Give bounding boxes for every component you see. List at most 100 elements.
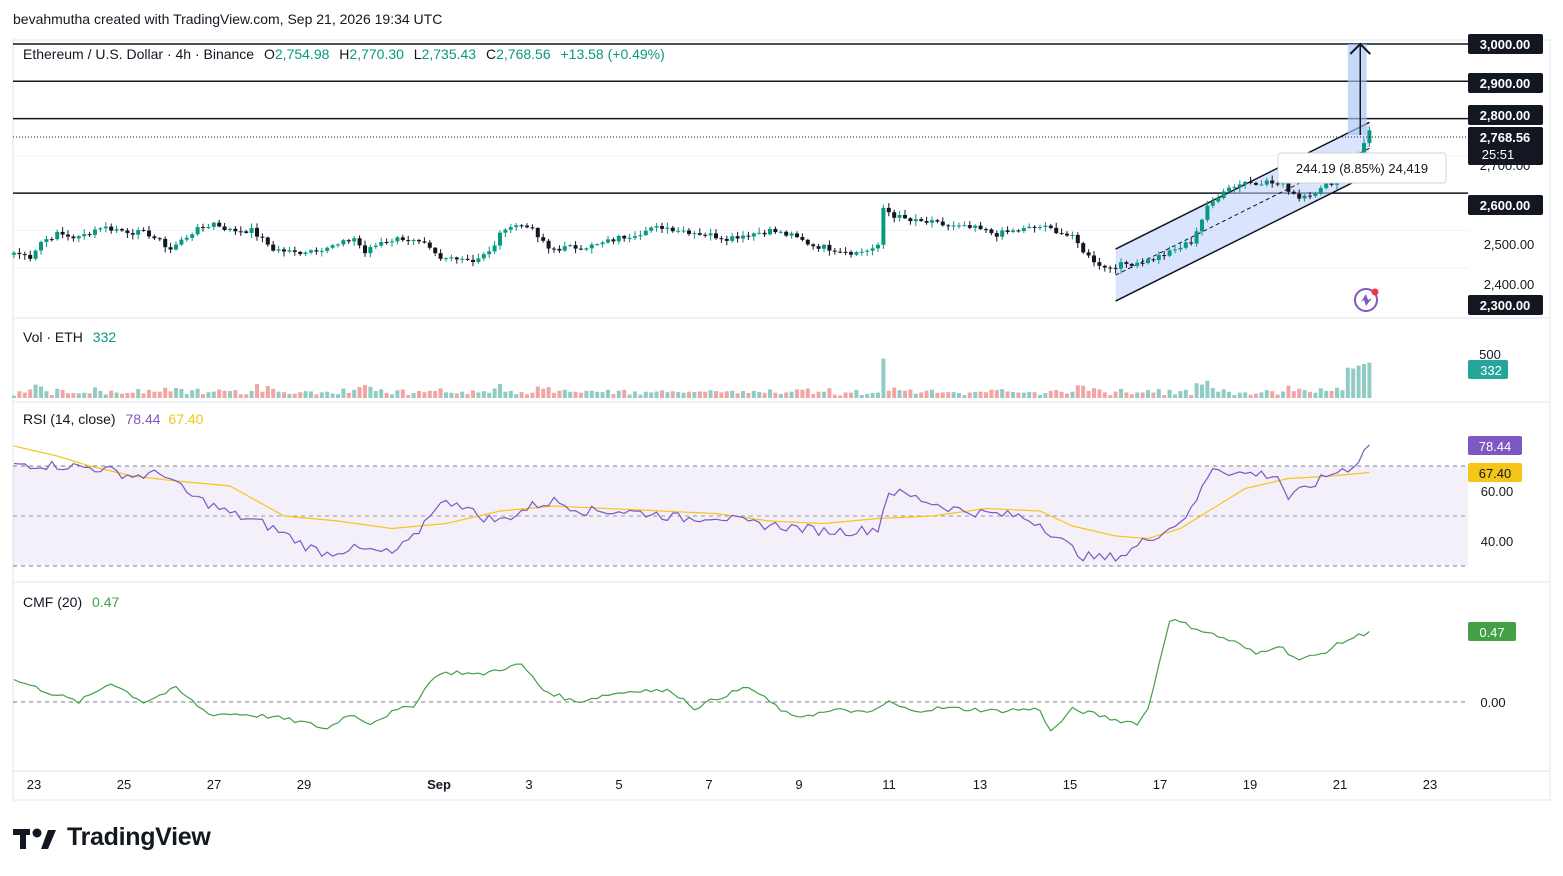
volume-bar xyxy=(1167,389,1172,398)
volume-bar xyxy=(535,386,540,398)
candle-body xyxy=(1308,195,1312,197)
candle-body xyxy=(1183,242,1188,248)
volume-bar xyxy=(82,392,87,398)
volume-bar xyxy=(60,390,65,398)
candle-body xyxy=(249,227,254,233)
volume-bar xyxy=(28,389,33,398)
candle-body xyxy=(876,244,880,249)
parallel-channel[interactable] xyxy=(1115,121,1370,302)
candle-body xyxy=(665,227,670,229)
volume-bar xyxy=(865,393,870,398)
rsi-axis-40: 40.00 xyxy=(1481,534,1514,549)
volume-bar xyxy=(1281,391,1285,398)
candle-body xyxy=(1065,233,1069,236)
candle-body xyxy=(460,258,465,260)
volume-bar xyxy=(973,391,978,398)
volume-bar xyxy=(703,391,708,398)
volume-bar xyxy=(249,390,254,398)
candle-body xyxy=(325,247,330,251)
candle-body xyxy=(476,258,481,262)
volume-bar xyxy=(201,394,205,398)
time-tick-label: 23 xyxy=(27,777,41,792)
candle-body xyxy=(298,251,303,255)
volume-bar xyxy=(843,392,848,398)
price-range-measure[interactable] xyxy=(1347,42,1371,136)
volume-bar xyxy=(832,394,837,398)
candle-body xyxy=(411,240,416,242)
volume-bar xyxy=(303,391,308,398)
volume-bar xyxy=(816,391,821,398)
volume-bar xyxy=(519,392,524,398)
volume-bar xyxy=(805,388,810,398)
candle-body xyxy=(935,220,940,222)
candle-body xyxy=(1108,267,1113,269)
volume-bar xyxy=(444,392,448,398)
candle-body xyxy=(741,235,745,239)
volume-bar xyxy=(568,391,573,398)
candle-body xyxy=(681,230,686,232)
time-tick-label: 3 xyxy=(525,777,532,792)
candle-body xyxy=(114,229,119,231)
candle-body xyxy=(940,221,945,226)
volume-bar xyxy=(406,394,411,398)
volume-bar xyxy=(1232,395,1237,398)
volume-bar xyxy=(1173,394,1177,398)
volume-bar xyxy=(849,392,853,398)
candle-body xyxy=(314,250,319,252)
volume-bar xyxy=(1054,389,1059,398)
volume-bar xyxy=(822,391,826,398)
volume-bar xyxy=(276,391,281,398)
volume-bar xyxy=(422,392,427,398)
candle-body xyxy=(805,239,810,245)
volume-bar xyxy=(730,390,735,398)
volume-bar xyxy=(471,390,475,398)
candle-body xyxy=(492,245,497,252)
candle-body xyxy=(28,254,33,259)
volume-bar xyxy=(562,389,567,398)
candle-body xyxy=(730,236,735,241)
volume-bar xyxy=(282,392,286,398)
volume-bar xyxy=(1362,363,1366,398)
volume-bar xyxy=(930,389,934,398)
candle-body xyxy=(498,232,502,246)
candle-body xyxy=(897,214,902,218)
candle-body xyxy=(822,244,826,249)
price-label-2300: 2,300.00 xyxy=(1468,295,1543,315)
cmf-line xyxy=(13,618,1370,732)
volume-bar xyxy=(714,391,718,398)
volume-bar xyxy=(1329,390,1334,398)
volume-bar xyxy=(768,389,772,398)
sparkle-icon[interactable] xyxy=(1354,288,1379,312)
volume-bar xyxy=(967,392,972,398)
candle-body xyxy=(276,249,281,251)
volume-bar xyxy=(1291,391,1296,398)
price-axis[interactable]: 3,000.00 2,900.00 2,800.00 2,700.00 2,76… xyxy=(1468,34,1543,315)
volume-bar xyxy=(190,390,195,398)
volume-bar xyxy=(33,384,38,398)
time-axis[interactable]: 23 25 27 29 Sep 3 5 7 9 11 13 15 17 19 21 23 xyxy=(27,777,1437,792)
candle-body xyxy=(854,252,859,255)
candle-body xyxy=(449,257,454,259)
candle-body xyxy=(714,233,718,239)
candle-body xyxy=(795,233,799,238)
candle-body xyxy=(309,250,313,253)
cmf-line xyxy=(13,618,1370,732)
volume-bar xyxy=(1135,392,1140,398)
candle-body xyxy=(1092,255,1096,263)
candle-body xyxy=(703,234,708,236)
candle-body xyxy=(330,245,335,248)
candle-body xyxy=(643,230,648,236)
volume-bar xyxy=(795,389,799,398)
candle-body xyxy=(1254,182,1258,185)
volume-legend: Vol · ETH 332 xyxy=(23,329,116,345)
candle-body xyxy=(924,220,929,223)
candle-body xyxy=(368,247,373,254)
volume-bar xyxy=(1367,362,1372,398)
channel-median xyxy=(1115,147,1370,276)
candle-body xyxy=(951,225,956,227)
volume-bar xyxy=(924,390,929,398)
channel-lower xyxy=(1115,173,1370,302)
volume-bar xyxy=(994,390,999,398)
horizontal-levels[interactable] xyxy=(13,43,1468,194)
